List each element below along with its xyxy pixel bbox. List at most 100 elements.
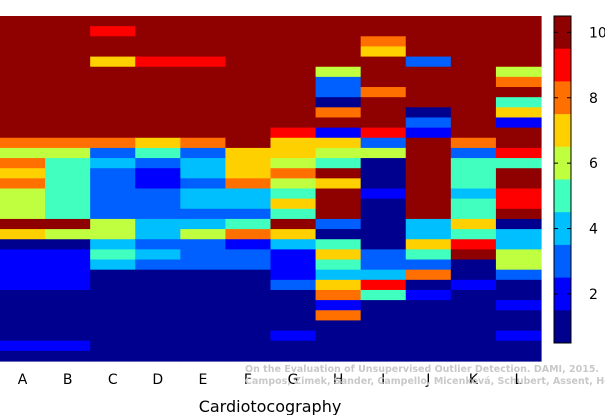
- heatmap-cell: [405, 289, 452, 301]
- heatmap-cell: [45, 249, 91, 261]
- heatmap-cell: [45, 26, 91, 37]
- heatmap-cell: [0, 330, 46, 342]
- heatmap-cell: [450, 198, 497, 210]
- heatmap-cell: [360, 259, 407, 271]
- heatmap-cell: [135, 239, 181, 250]
- heatmap-cell: [405, 97, 452, 108]
- heatmap-cell: [0, 208, 46, 220]
- heatmap-cell: [0, 300, 46, 311]
- heatmap-cell: [45, 97, 91, 108]
- heatmap-cell: [225, 279, 272, 291]
- heatmap-cell: [450, 310, 497, 322]
- heatmap-cell: [450, 87, 497, 98]
- heatmap-cell: [45, 350, 91, 362]
- heatmap-cell: [45, 76, 91, 88]
- heatmap-cell: [495, 137, 542, 149]
- heatmap-cell: [450, 340, 497, 352]
- heatmap-cell: [135, 97, 181, 108]
- heatmap-cell: [90, 158, 136, 169]
- heatmap-cell: [135, 87, 181, 98]
- credit-line-1: On the Evaluation of Unsupervised Outlie…: [245, 364, 599, 375]
- heatmap-cell: [450, 300, 497, 311]
- heatmap-cell: [45, 239, 91, 250]
- heatmap-cell: [0, 259, 46, 271]
- heatmap-cell: [495, 76, 542, 88]
- heatmap-cell: [180, 158, 227, 169]
- heatmap-cell: [495, 117, 542, 129]
- heatmap-cell: [90, 249, 136, 261]
- heatmap-cell: [180, 330, 227, 342]
- heatmap-cell: [180, 178, 227, 190]
- heatmap-cell: [135, 178, 181, 190]
- heatmap-cell: [90, 310, 136, 322]
- heatmap-cell: [90, 208, 136, 220]
- heatmap-cell: [180, 16, 227, 27]
- heatmap-cell: [270, 87, 317, 98]
- heatmap-cell: [495, 320, 542, 332]
- heatmap-cell: [450, 36, 497, 48]
- heatmap-cell: [45, 16, 91, 27]
- heatmap-cell: [135, 249, 181, 261]
- heatmap-cell: [360, 208, 407, 220]
- heatmap-cell: [360, 229, 407, 240]
- heatmap-cell: [0, 229, 46, 240]
- heatmap-cell: [225, 218, 272, 230]
- heatmap-cell: [315, 26, 362, 37]
- heatmap-cell: [135, 320, 181, 332]
- heatmap-cell: [270, 310, 317, 322]
- heatmap-cell: [315, 279, 362, 291]
- heatmap-cell: [405, 279, 452, 291]
- heatmap-cell: [180, 26, 227, 37]
- heatmap-cell: [135, 269, 181, 281]
- heatmap-cell: [495, 178, 542, 190]
- heatmap-cell: [495, 46, 542, 58]
- heatmap-cell: [450, 239, 497, 250]
- heatmap-cell: [270, 127, 317, 139]
- heatmap-cell: [225, 178, 272, 190]
- heatmap-cell: [315, 249, 362, 261]
- heatmap-cell: [180, 107, 227, 119]
- heatmap-cell: [90, 46, 136, 58]
- heatmap-cell: [90, 188, 136, 200]
- heatmap-cell: [450, 16, 497, 27]
- heatmap-cell: [90, 36, 136, 48]
- heatmap-cell: [0, 117, 46, 129]
- heatmap-cell: [360, 168, 407, 179]
- heatmap-cell: [315, 208, 362, 220]
- colorbar-tick-label: 2: [589, 287, 598, 303]
- heatmap-cell: [270, 76, 317, 88]
- heatmap-cell: [180, 208, 227, 220]
- heatmap-cell: [495, 127, 542, 139]
- heatmap-cell: [360, 249, 407, 261]
- heatmap-cell: [450, 107, 497, 119]
- heatmap-cell: [495, 168, 542, 179]
- heatmap-cell: [180, 127, 227, 139]
- heatmap-cell: [0, 279, 46, 291]
- heatmap-cell: [0, 218, 46, 230]
- colorbar-segment: [554, 310, 571, 344]
- heatmap-cell: [270, 107, 317, 119]
- heatmap-cell: [45, 107, 91, 119]
- heatmap-cell: [360, 87, 407, 98]
- heatmap-cell: [495, 269, 542, 281]
- colorbar-segment: [554, 146, 571, 180]
- heatmap-cell: [135, 168, 181, 179]
- heatmap-cell: [135, 26, 181, 37]
- x-tick-label: I: [381, 372, 385, 388]
- heatmap-cell: [360, 218, 407, 230]
- heatmap-cell: [360, 107, 407, 119]
- heatmap-cell: [225, 87, 272, 98]
- heatmap-cell: [0, 26, 46, 37]
- heatmap-cell: [405, 127, 452, 139]
- heatmap-cell: [450, 208, 497, 220]
- heatmap-cell: [225, 259, 272, 271]
- heatmap-cell: [180, 66, 227, 78]
- heatmap-cell: [360, 76, 407, 88]
- heatmap-cell: [315, 188, 362, 200]
- heatmap-cell: [90, 117, 136, 129]
- heatmap-cell: [225, 330, 272, 342]
- heatmap-cell: [315, 137, 362, 149]
- heatmap-cell: [315, 168, 362, 179]
- heatmap-cell: [495, 239, 542, 250]
- heatmap-cell: [405, 218, 452, 230]
